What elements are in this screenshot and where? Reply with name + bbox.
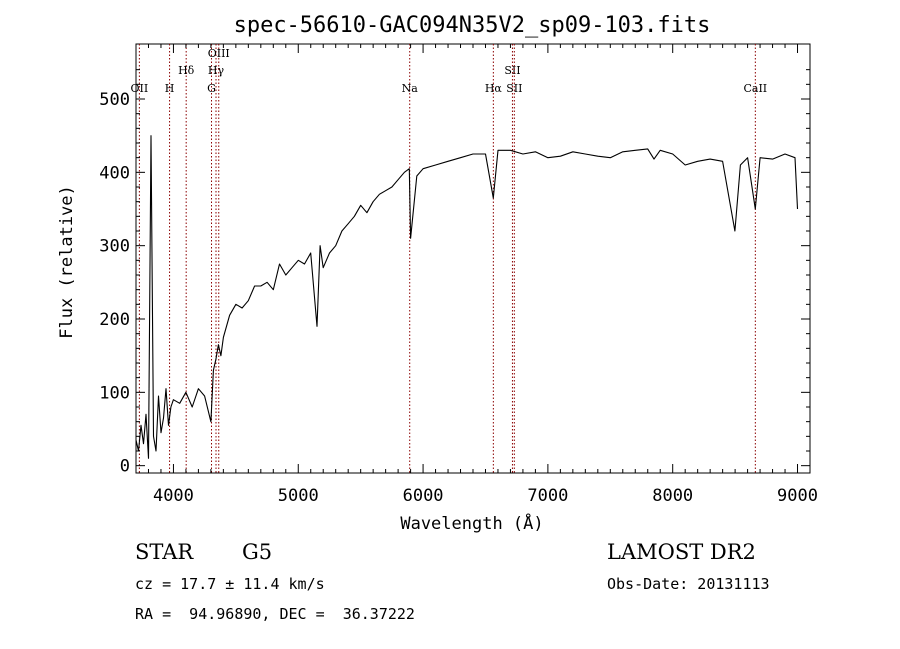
x-tick-label-0: 4000: [153, 486, 194, 506]
x-tick-label-4: 8000: [652, 486, 693, 506]
line-label-1: H: [165, 82, 175, 95]
line-label-6: Na: [402, 82, 419, 95]
spectrum-line: [135, 135, 799, 459]
x-tick-label-3: 7000: [527, 486, 568, 506]
redshift-velocity: cz = 17.7 ± 11.4 km/s: [135, 575, 325, 593]
x-tick-label-1: 5000: [278, 486, 319, 506]
observation-date: Obs-Date: 20131113: [607, 575, 770, 593]
plot-frame: [135, 43, 811, 474]
axes: 4000 5000 6000 7000 8000 9000 0 100 200 300 400 500: [99, 44, 818, 506]
y-tick-label-4: 400: [99, 163, 130, 183]
y-tick-label-1: 100: [99, 383, 130, 403]
y-tick-label-0: 0: [120, 457, 130, 477]
coordinates: RA = 94.96890, DEC = 36.37222: [135, 605, 415, 623]
spectrum-series: [135, 135, 799, 459]
line-label-9: SII: [506, 82, 522, 95]
chart-title: spec-56610-GAC094N35V2_sp09-103.fits: [234, 13, 711, 38]
y-tick-label-3: 300: [99, 237, 130, 257]
x-axis-label: Wavelength (Å): [400, 512, 543, 534]
y-tick-label-2: 200: [99, 310, 130, 330]
line-label-5: OIII: [208, 47, 230, 60]
line-label-3: G: [207, 82, 216, 95]
line-label-8: SII: [504, 64, 520, 77]
survey-name: LAMOST DR2: [607, 540, 756, 564]
x-tick-label-5: 9000: [777, 486, 818, 506]
line-label-7: Hα: [485, 82, 503, 95]
object-class: STAR: [135, 540, 194, 564]
line-label-2: Hδ: [178, 64, 195, 77]
line-label-10: CaII: [743, 82, 767, 95]
line-label-4: Hγ: [208, 64, 225, 77]
y-axis-label: Flux (relative): [57, 185, 77, 339]
object-subclass: G5: [242, 540, 273, 564]
x-tick-label-2: 6000: [403, 486, 444, 506]
y-tick-label-5: 500: [99, 90, 130, 110]
line-label-0: OII: [131, 82, 149, 95]
